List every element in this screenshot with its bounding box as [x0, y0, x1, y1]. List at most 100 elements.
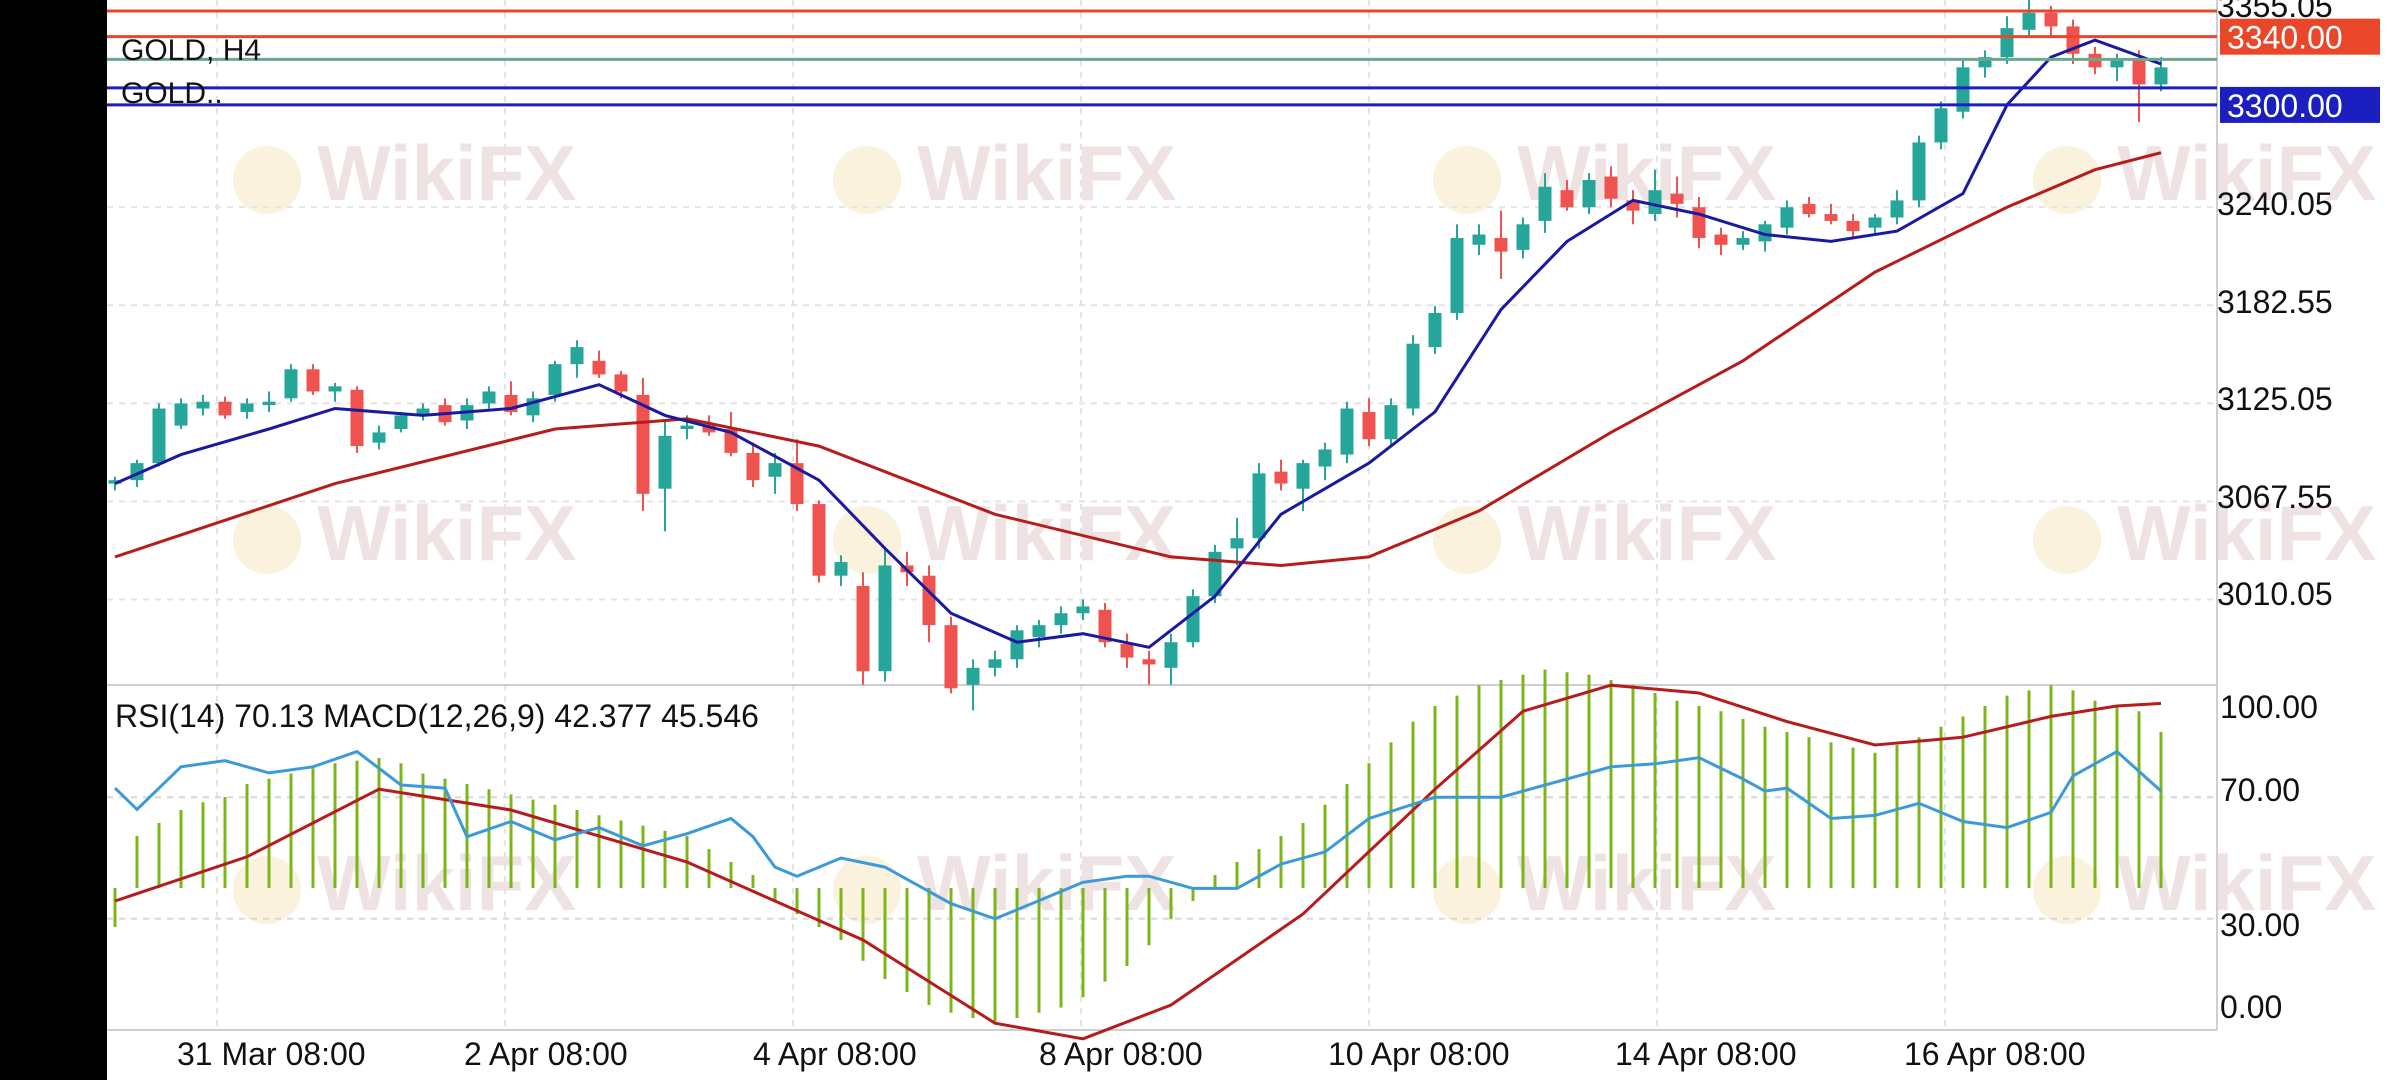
candle-body — [1142, 659, 1156, 665]
trading-chart[interactable]: WikiFX WikiFX WikiFX WikiFX WikiFX WikiFX Wiki… — [107, 0, 2400, 1080]
candle-body — [350, 389, 364, 447]
watermark-text: WikiFX — [317, 489, 576, 577]
candle-body — [1582, 179, 1596, 208]
horizontal-lines: 3340.00 3300.00 — [107, 9, 2380, 124]
ma-slow-line — [114, 151, 2162, 568]
candle-body — [1670, 193, 1684, 204]
candle-body — [636, 394, 650, 494]
candle-body — [1296, 463, 1310, 489]
watermark-logo-icon — [2033, 856, 2101, 924]
candle-body — [1956, 67, 1970, 112]
price-tick: 3182.55 — [2217, 284, 2333, 320]
candle-body — [1780, 207, 1794, 228]
candle-body — [768, 463, 782, 477]
grid-layer — [107, 0, 2218, 1031]
candle-body — [218, 401, 232, 416]
time-tick: 31 Mar 08:00 — [177, 1036, 366, 1072]
watermark-logo-icon — [1433, 146, 1501, 214]
candle-body — [1494, 237, 1508, 252]
candle-body — [1626, 200, 1640, 211]
watermark-logo-icon — [233, 146, 301, 214]
candle-body — [1120, 643, 1134, 658]
candle-body — [108, 480, 122, 484]
symbol-label: GOLD, H4 — [121, 34, 261, 67]
watermark-logo-icon — [2033, 506, 2101, 574]
candle-body — [482, 391, 496, 404]
chart-area[interactable]: WikiFX WikiFX WikiFX WikiFX WikiFX WikiFX Wiki… — [107, 0, 2400, 1080]
time-tick: 4 Apr 08:00 — [753, 1036, 917, 1072]
watermark-logo-icon — [233, 856, 301, 924]
candle-body — [614, 374, 628, 392]
candle-body — [1362, 411, 1376, 440]
candle-body — [1230, 538, 1244, 549]
price-tick: 3125.05 — [2217, 381, 2333, 417]
candle-body — [2132, 60, 2146, 85]
indicator-tick: 30.00 — [2220, 907, 2300, 943]
candle-body — [1032, 625, 1046, 638]
candle-body — [1384, 405, 1398, 440]
price-level-badge — [2220, 18, 2380, 55]
candle-body — [1450, 237, 1464, 314]
watermark-text: WikiFX — [917, 129, 1176, 217]
candle-body — [1846, 220, 1860, 232]
candle-body — [196, 401, 210, 409]
candle-body — [2044, 12, 2058, 27]
price-tick: 3010.05 — [2217, 576, 2333, 612]
candle-body — [592, 360, 606, 375]
candle-body — [570, 347, 584, 365]
candle-body — [1714, 234, 1728, 245]
price-level-badge-text: 3340.00 — [2227, 20, 2343, 56]
candle-body — [1054, 613, 1068, 626]
candle-body — [2154, 67, 2168, 85]
price-plot — [108, 0, 2168, 711]
candle-body — [372, 432, 386, 443]
candle-body — [1824, 214, 1838, 221]
candle-body — [812, 504, 826, 576]
candle-body — [988, 659, 1002, 668]
candle-body — [790, 463, 804, 505]
candle-body — [2000, 28, 2014, 58]
watermark-text: WikiFX — [1517, 839, 1776, 927]
candle-body — [262, 401, 276, 406]
candle-body — [416, 408, 430, 416]
watermark-logo-icon — [2033, 146, 2101, 214]
candle-body — [746, 452, 760, 481]
candle-body — [1758, 224, 1772, 242]
candle-body — [548, 364, 562, 395]
watermark-text: WikiFX — [2117, 489, 2376, 577]
price-level-badge — [2220, 86, 2380, 123]
candle-body — [1010, 630, 1024, 660]
candle-body — [702, 425, 716, 433]
candle-body — [1604, 176, 1618, 199]
time-tick: 14 Apr 08:00 — [1615, 1036, 1796, 1072]
indicator-axis: 100.00 70.00 30.00 0.00 — [2220, 689, 2318, 1025]
candle-body — [240, 403, 254, 412]
time-tick: 10 Apr 08:00 — [1328, 1036, 1509, 1072]
candle-body — [1736, 237, 1750, 245]
candle-body — [1274, 471, 1288, 484]
watermark-text: WikiFX — [917, 839, 1176, 927]
ma-fast-line — [114, 38, 2162, 649]
candle-body — [1912, 142, 1926, 201]
candle-body — [1538, 186, 1552, 221]
candle-body — [1186, 596, 1200, 643]
watermark-text: WikiFX — [917, 489, 1176, 577]
indicator-tick: 100.00 — [2220, 689, 2318, 725]
candle-body — [1406, 343, 1420, 409]
indicator-label: RSI(14) 70.13 MACD(12,26,9) 42.377 45.54… — [115, 698, 759, 734]
watermark-text: WikiFX — [317, 129, 576, 217]
watermark-text: WikiFX — [1517, 489, 1776, 577]
candle-body — [1164, 642, 1178, 668]
candle-body — [944, 625, 958, 689]
candle-body — [1252, 473, 1266, 539]
candle-body — [152, 408, 166, 464]
candle-body — [1978, 57, 1992, 68]
candle-body — [680, 425, 694, 430]
candle-body — [1318, 449, 1332, 467]
candle-body — [1340, 408, 1354, 455]
price-tick: 3240.05 — [2217, 186, 2333, 222]
watermark-layer: WikiFX WikiFX WikiFX WikiFX WikiFX WikiFX Wiki… — [233, 129, 2376, 927]
candle-body — [284, 369, 298, 399]
candle-body — [1560, 190, 1574, 208]
price-axis: 3355.05 3240.05 3182.55 3125.05 3067.55 … — [2217, 0, 2333, 612]
